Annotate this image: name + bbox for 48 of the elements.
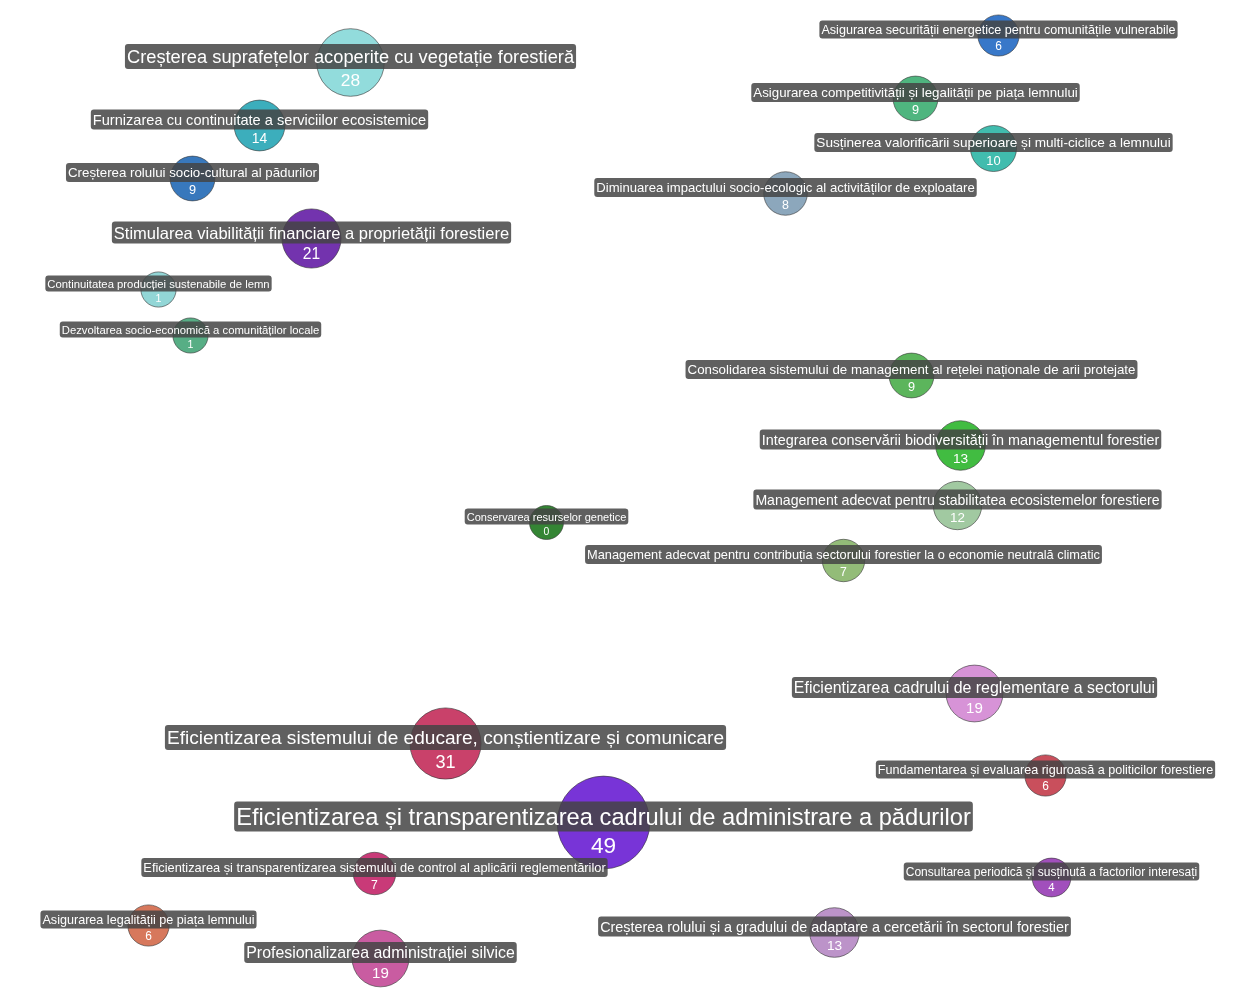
category-label: Continuitatea producției sustenabile de lemn	[47, 277, 270, 290]
data-label: 0	[543, 526, 550, 538]
category-label: Management adecvat pentru stabilitatea ecosistemelor forestiere	[755, 491, 1160, 508]
category-label: Profesionalizarea administrației silvice	[246, 944, 515, 961]
data-label: 6	[995, 39, 1003, 54]
category-label: Asigurarea securității energetice pentru comunitățile vulnerabile	[821, 22, 1176, 37]
category-label: Diminuarea impactului socio-ecologic al activităților de exploatare	[596, 180, 975, 195]
data-label: 21	[302, 245, 321, 263]
data-label: 49	[590, 833, 617, 859]
data-label: 19	[372, 963, 389, 981]
data-label: 6	[145, 929, 153, 944]
category-label: Fundamentarea și evaluarea riguroasă a politicilor forestiere	[877, 762, 1214, 777]
data-label: 8	[782, 198, 790, 213]
category-label: Consultarea periodică și susținută a factorilor interesați	[905, 864, 1198, 879]
category-label: Creșterea suprafețelor acoperite cu vegetație forestieră	[126, 46, 575, 67]
category-label: Asigurarea competitivității și legalității pe piața lemnului	[753, 85, 1078, 100]
category-label: Eficientizarea și transparentizarea cadrului de administrare a pădurilor	[236, 803, 971, 830]
data-label: 9	[911, 103, 920, 118]
category-label: Asigurarea legalității pe piața lemnului	[42, 912, 255, 927]
category-label: Stimularea viabilității financiare a proprietății forestiere	[113, 223, 510, 242]
data-label: 7	[371, 877, 379, 892]
category-label: Eficientizarea cadrului de reglementare a sectorului	[793, 679, 1156, 696]
data-label: 14	[251, 130, 268, 147]
category-label: Management adecvat pentru contribuția sectorului forestier la o economie neutrală climatic	[587, 547, 1101, 562]
category-label: Consolidarea sistemului de management al rețelei naționale de arii protejate	[687, 362, 1136, 377]
category-label: Integrarea conservării biodiversității în managementul forestier	[761, 431, 1160, 448]
category-label: Eficientizarea sistemului de educare, conștientizare și comunicare	[166, 727, 725, 748]
data-label: 1	[187, 338, 194, 351]
data-label: 12	[950, 510, 965, 526]
data-label: 9	[907, 380, 916, 395]
category-label: Creșterea rolului socio-cultural al pădurilor	[67, 165, 318, 180]
category-label: Eficientizarea și transparentizarea sistemului de control al aplicării reglementărilor	[143, 860, 607, 875]
category-label: Susținerea valorificării superioare și multi-ciclice a lemnului	[816, 135, 1171, 150]
data-label: 19	[966, 698, 983, 716]
category-label: Furnizarea cu continuitate a serviciilor ecosistemice	[92, 111, 427, 128]
data-label: 6	[1042, 779, 1050, 794]
data-label: 10	[986, 152, 1001, 168]
data-label: 28	[340, 69, 361, 90]
data-label: 9	[188, 183, 197, 198]
data-label: 1	[155, 292, 162, 305]
data-label: 7	[840, 564, 848, 579]
category-label: Creșterea rolului și a gradului de adaptare a cercetării în sectorul forestier	[600, 918, 1070, 935]
data-label: 13	[952, 450, 969, 466]
data-label: 13	[826, 937, 843, 953]
category-label: Dezvoltarea socio-economică a comunităților locale	[61, 323, 320, 336]
data-label: 31	[435, 751, 456, 772]
data-label: 4	[1048, 881, 1055, 894]
category-label: Conservarea resurselor genetice	[466, 510, 627, 523]
